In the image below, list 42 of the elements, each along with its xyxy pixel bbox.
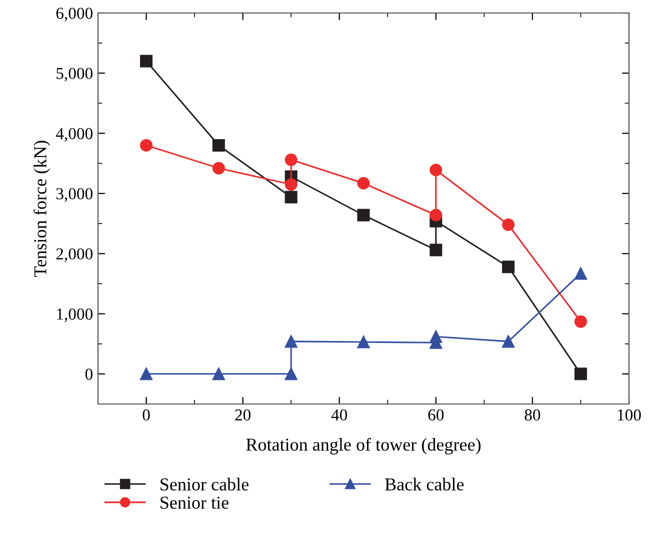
y-tick-label: 2,000: [56, 248, 93, 262]
y-tick-label: 3,000: [56, 188, 93, 202]
legend-label: Senior tie: [160, 496, 228, 509]
point: [574, 267, 587, 280]
point: [140, 54, 153, 68]
point: [502, 335, 515, 348]
x-tick-label: 80: [524, 409, 540, 421]
point: [212, 162, 225, 174]
x-tick-label: 100: [618, 409, 641, 421]
point: [140, 139, 153, 152]
legend-label: Senior cable: [160, 478, 249, 491]
point: [284, 368, 298, 380]
x-axis-title: Rotation angle of tower (degree): [246, 438, 481, 454]
point: [502, 218, 515, 231]
point: [357, 176, 370, 190]
x-tick-label: 60: [428, 409, 444, 421]
point: [430, 244, 442, 256]
point: [284, 178, 298, 191]
point: [284, 335, 298, 348]
point: [430, 208, 442, 222]
point: [212, 139, 225, 152]
point: [140, 368, 153, 380]
x-tick-label: 20: [235, 409, 251, 421]
point: [574, 315, 587, 328]
point: [284, 190, 298, 204]
point: [284, 154, 298, 166]
y-axis-title: Tension force (kN): [34, 140, 50, 277]
y-tick-label: 0: [85, 368, 93, 380]
y-tick-label: 1,000: [57, 308, 93, 322]
y-tick-label: 4,000: [56, 128, 93, 142]
y-tick-label: 5,000: [56, 68, 93, 82]
point: [430, 164, 442, 176]
x-tick-label: 40: [331, 409, 348, 421]
point: [574, 368, 587, 380]
point: [357, 336, 370, 348]
y-tick-label: 6,000: [56, 8, 93, 22]
x-tick-label: 0: [142, 409, 150, 421]
point: [357, 208, 370, 222]
legend-label: Back cable: [385, 478, 464, 491]
point: [430, 330, 442, 343]
point: [502, 260, 515, 274]
point: [212, 368, 225, 380]
